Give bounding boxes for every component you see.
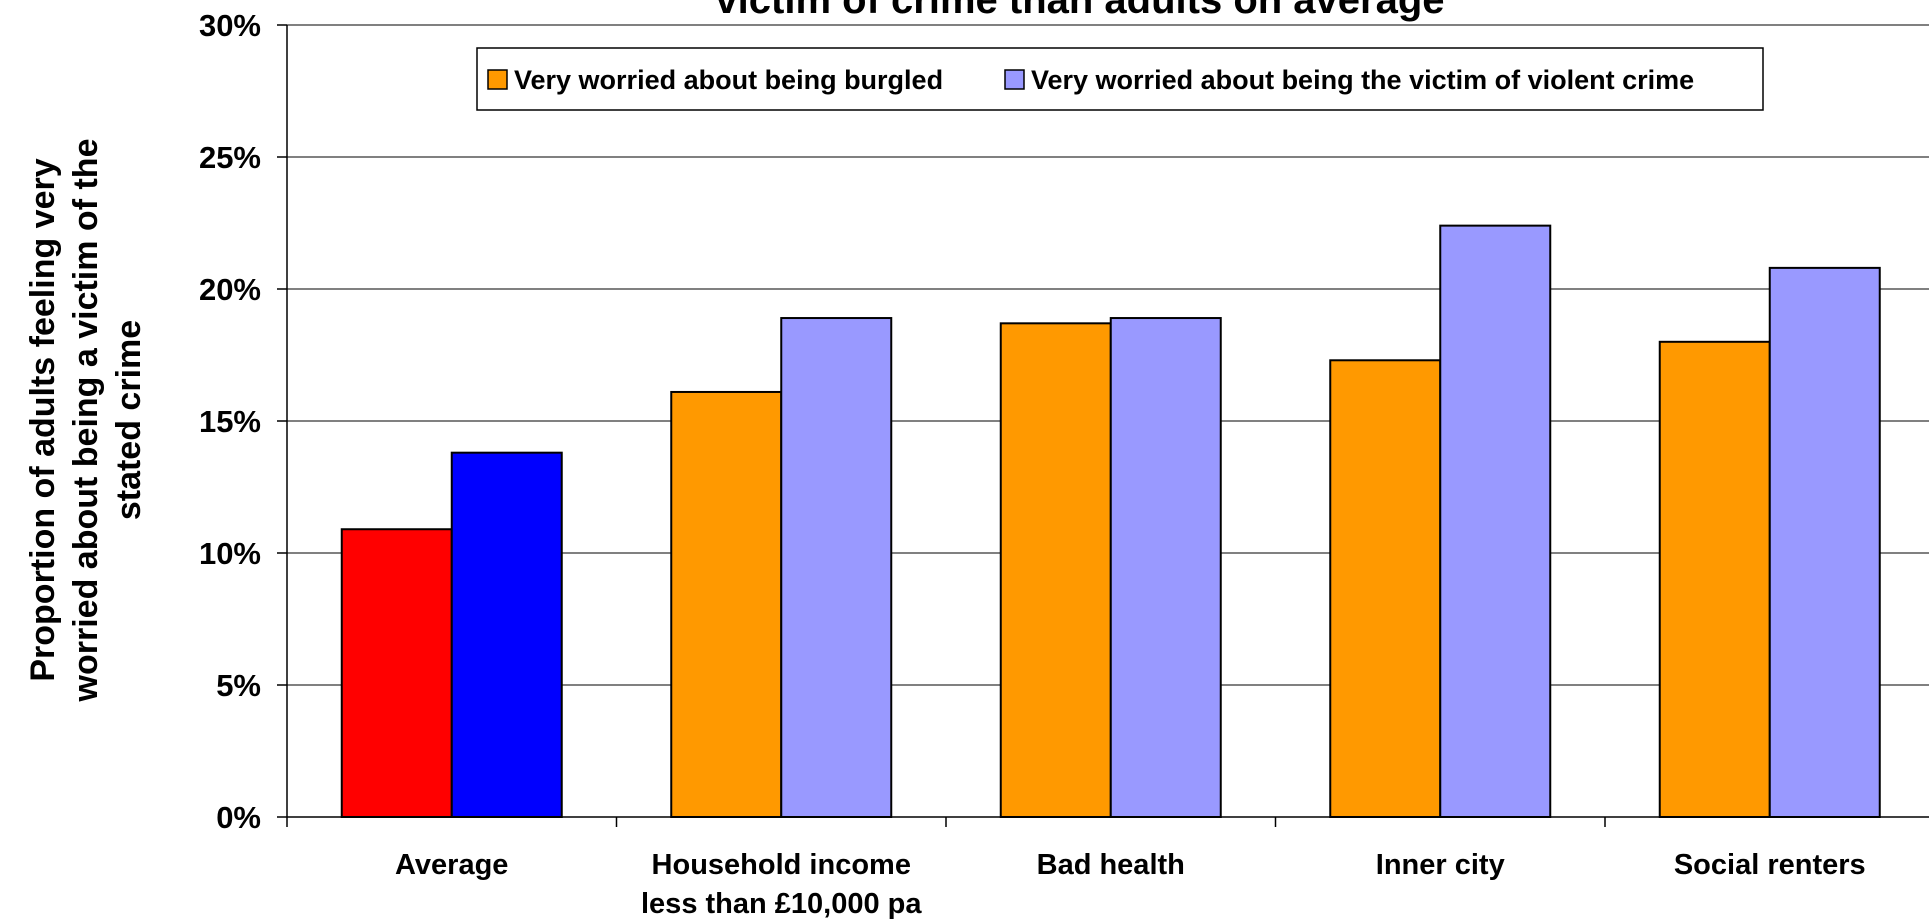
legend-swatch xyxy=(487,69,508,90)
y-tick-label: 10% xyxy=(199,536,261,571)
legend-label: Very worried about being burgled xyxy=(514,65,943,95)
y-tick-label: 20% xyxy=(199,272,261,307)
bar-burgled xyxy=(999,322,1112,818)
legend: Very worried about being burgled Very wor… xyxy=(476,47,1764,111)
y-tick-label: 0% xyxy=(216,800,261,835)
bar-violent-crime xyxy=(1439,224,1552,818)
bar-burgled xyxy=(1329,359,1442,818)
x-tick-label: less than £10,000 pa xyxy=(641,888,922,919)
y-tick-label: 30% xyxy=(199,8,261,43)
bar-violent-crime xyxy=(1768,266,1881,818)
bar-burgled xyxy=(340,528,453,818)
y-tick-label: 5% xyxy=(216,668,261,703)
legend-box xyxy=(476,47,1764,111)
x-tick-labels: Average Household income less than £10,000… xyxy=(395,849,1866,919)
bar-violent-crime xyxy=(1109,317,1222,818)
bar-burgled xyxy=(670,390,783,818)
bar-violent-crime xyxy=(780,317,893,818)
chart-title: victim of crime than adults on average xyxy=(715,0,1444,22)
y-axis-label-line: worried about being a victim of the xyxy=(67,139,105,703)
bar-burgled xyxy=(1658,340,1771,818)
y-tick-label: 25% xyxy=(199,140,261,175)
legend-label: Very worried about being the victim of v… xyxy=(1031,65,1694,95)
x-tick-label: Inner city xyxy=(1376,849,1505,881)
x-tick-label: Average xyxy=(395,849,508,881)
y-axis-label: Proportion of adults feeling very worried… xyxy=(24,139,148,703)
x-tick-label: Household income xyxy=(652,849,911,881)
x-tick-label: Bad health xyxy=(1037,849,1185,881)
y-tick-labels: 0% 5% 10% 15% 20% 25% 30% xyxy=(199,8,261,835)
axes xyxy=(277,24,1929,827)
legend-swatch xyxy=(1004,69,1025,90)
x-tick-label: Social renters xyxy=(1674,849,1866,881)
bars xyxy=(340,224,1881,818)
bar-violent-crime xyxy=(450,451,563,818)
y-axis-label-line: Proportion of adults feeling very xyxy=(24,158,62,681)
y-tick-label: 15% xyxy=(199,404,261,439)
y-axis-label-line: stated crime xyxy=(110,320,148,520)
